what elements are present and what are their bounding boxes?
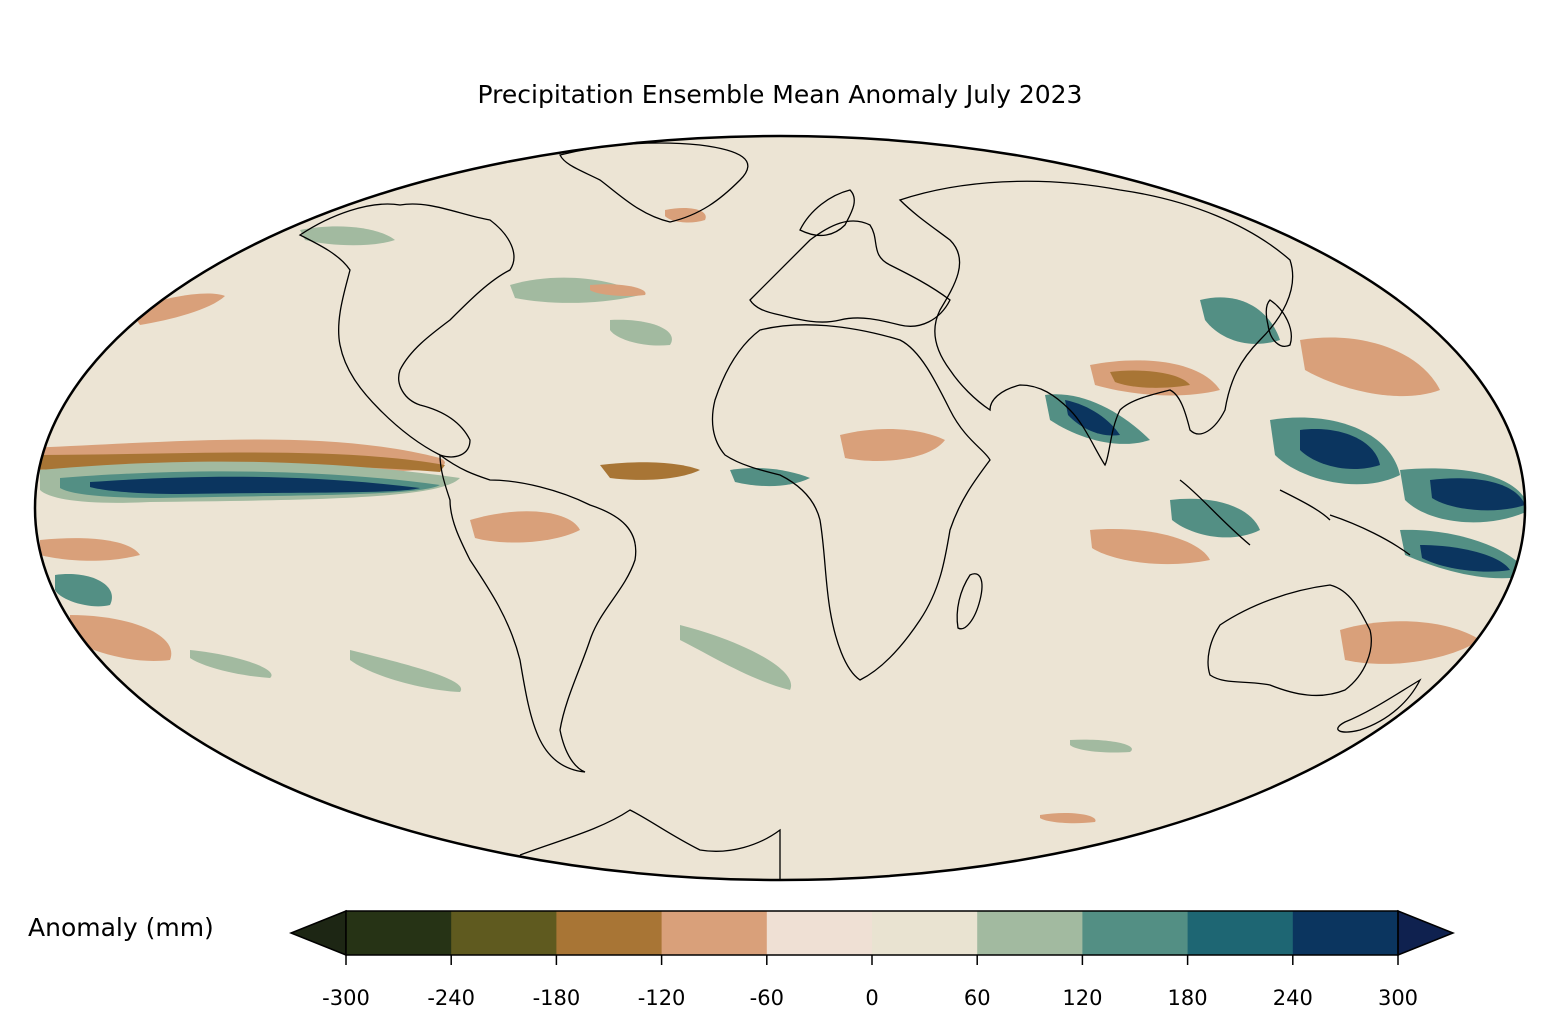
colorbar-over-arrow — [1397, 909, 1456, 957]
anomaly-patch — [1200, 297, 1280, 344]
anomaly-patch — [665, 208, 706, 223]
colorbar-tick-label: 180 — [1168, 986, 1208, 1010]
map-title: Precipitation Ensemble Mean Anomaly July… — [477, 80, 1083, 109]
coastline-antarctica — [519, 809, 781, 880]
coastline-south-america — [439, 453, 637, 773]
anomaly-patch — [590, 284, 646, 297]
colorbar-cell — [766, 911, 873, 955]
colorbar-tick-label: -180 — [533, 986, 581, 1010]
colorbar-cell — [1187, 911, 1294, 955]
colorbar-tick-label: -240 — [427, 986, 475, 1010]
colorbar-tick-label: -120 — [638, 986, 686, 1010]
colorbar-cell — [451, 911, 557, 955]
coastline-australia — [1207, 584, 1372, 697]
colorbar-ticks: -300 -240 -180 -120 -60 0 60 120 180 240 300 — [322, 955, 1418, 1010]
coastline-japan — [1265, 299, 1292, 347]
anomaly-patch — [610, 319, 672, 346]
colorbar-cell — [977, 911, 1083, 955]
anomaly-patch — [350, 650, 462, 692]
globe-outline — [33, 134, 1527, 882]
colorbar-tick-label: 240 — [1273, 986, 1313, 1010]
colorbar-cell — [1082, 911, 1189, 955]
colorbar-tick-label: -60 — [750, 986, 784, 1010]
coastline-madagascar — [956, 573, 983, 630]
colorbar-label: Anomaly (mm) — [28, 913, 214, 942]
anomaly-field — [35, 208, 1525, 824]
anomaly-patch — [680, 625, 792, 690]
coastline-africa — [711, 324, 991, 681]
anomaly-patch — [190, 650, 272, 678]
colorbar-tick-label: -300 — [322, 986, 370, 1010]
colorbar-cell — [556, 911, 663, 955]
anomaly-patch — [1070, 739, 1132, 753]
anomaly-patch — [1110, 370, 1190, 388]
anomaly-patch — [130, 293, 225, 325]
coastline-greenland — [559, 142, 749, 223]
colorbar-cell — [346, 911, 452, 955]
colorbar-cell — [872, 911, 978, 955]
anomaly-patch — [510, 277, 640, 303]
anomaly-patch — [470, 511, 580, 543]
colorbar-tick-label: 0 — [865, 986, 878, 1010]
coastline-indonesia — [1179, 479, 1411, 556]
anomaly-patch — [1040, 812, 1096, 824]
anomaly-patch — [1420, 545, 1510, 572]
anomaly-patch — [1430, 478, 1525, 511]
anomaly-patch — [730, 467, 810, 487]
colorbar-cell — [1292, 911, 1399, 955]
anomaly-patch — [40, 538, 140, 561]
anomaly-patch — [1170, 498, 1260, 538]
anomaly-patch — [1090, 529, 1210, 565]
colorbar-cell — [661, 911, 768, 955]
colorbar-under-arrow — [288, 909, 347, 957]
coastline-new-zealand — [1337, 678, 1422, 733]
anomaly-patch — [1065, 400, 1120, 436]
colorbar-tick-label: 120 — [1062, 986, 1102, 1010]
anomaly-patch — [1300, 429, 1380, 470]
colorbar-tick-label: 300 — [1378, 986, 1418, 1010]
anomaly-patch — [70, 615, 172, 661]
globe-background — [35, 136, 1525, 880]
anomaly-patch — [1300, 337, 1440, 397]
anomaly-patch — [600, 462, 700, 480]
anomaly-patch — [55, 574, 112, 607]
coastline-north-america — [298, 203, 515, 458]
coastlines — [298, 142, 1422, 880]
coastline-scandinavia — [799, 189, 855, 237]
coastline-asia — [898, 180, 1294, 467]
anomaly-patch — [1340, 621, 1480, 664]
colorbar-cells — [346, 911, 1399, 955]
colorbar: -300 -240 -180 -120 -60 0 60 120 180 240 300 — [288, 909, 1456, 1010]
anomaly-patch — [840, 428, 945, 461]
colorbar-tick-label: 60 — [964, 986, 991, 1010]
anomaly-patch — [300, 226, 395, 246]
anomaly-patch — [90, 476, 420, 494]
